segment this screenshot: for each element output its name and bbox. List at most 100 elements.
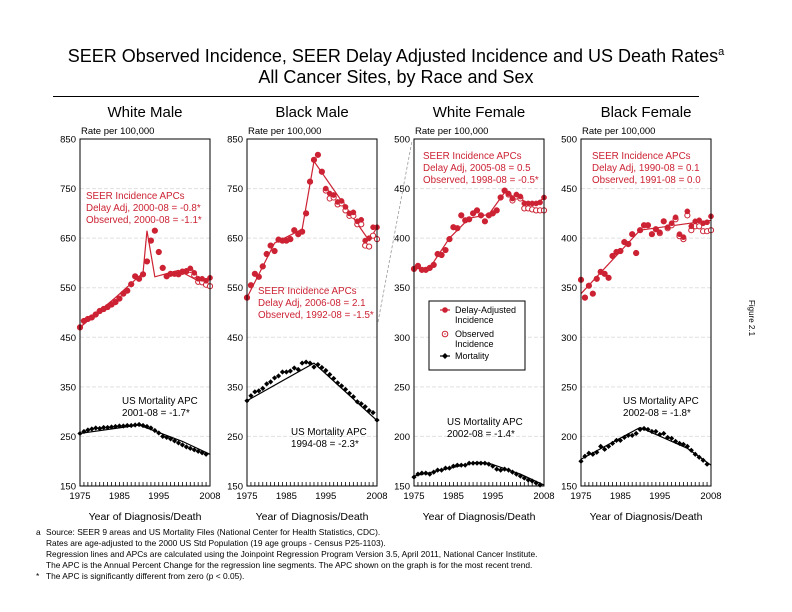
legend-label: Incidence <box>455 315 494 325</box>
delay-adjusted-point <box>582 294 588 301</box>
mortality-point <box>362 404 368 410</box>
mortality-point <box>586 450 592 456</box>
x-tick-label: 1995 <box>148 491 169 502</box>
mortality-point <box>525 477 531 483</box>
chart-panel-black-female: Black Female Rate per 100,000 150 200 250 300… <box>561 104 721 523</box>
mortality-point <box>657 431 663 438</box>
mortality-point <box>625 432 631 439</box>
delay-adjusted-point <box>342 204 349 210</box>
mortality-point <box>279 369 286 375</box>
mortality-point <box>494 466 500 472</box>
mortality-point <box>629 432 635 439</box>
delay-adjusted-point <box>120 290 127 297</box>
mortality-point <box>140 422 146 429</box>
delay-adjusted-point <box>338 198 345 204</box>
delay-adjusted-point <box>112 299 119 305</box>
mortality-point <box>462 462 468 468</box>
mortality-point <box>692 451 698 457</box>
incidence-apc-annotation: SEER Incidence APCs <box>258 286 357 297</box>
delay-adjusted-point <box>88 314 95 321</box>
delay-adjusted-point <box>322 185 329 192</box>
mortality-point <box>89 426 95 432</box>
footnote-mark <box>36 560 46 571</box>
mortality-point <box>415 471 421 477</box>
x-tick-label: 1975 <box>403 491 424 502</box>
mortality-point <box>116 423 122 429</box>
chart-title-line2: All Cancer Sites, by Race and Sex <box>258 67 534 87</box>
mortality-point <box>680 441 687 447</box>
delay-adjusted-point <box>493 207 500 214</box>
mortality-point <box>315 361 321 368</box>
x-tick-label: 1975 <box>69 491 90 502</box>
legend-label: Mortality <box>455 351 490 361</box>
axis-scale-connector <box>377 140 413 323</box>
mortality-point <box>517 473 523 479</box>
mortality-point <box>287 368 293 374</box>
delay-adjusted-point <box>430 262 437 268</box>
mortality-point <box>442 465 449 471</box>
mortality-point <box>346 390 353 396</box>
delay-adjusted-point <box>248 282 254 289</box>
delay-adjusted-point <box>625 241 632 247</box>
y-tick-label: 500 <box>394 135 410 146</box>
mortality-point <box>299 360 305 366</box>
y-tick-label: 500 <box>561 135 577 146</box>
plot-frame <box>79 138 211 487</box>
mortality-point <box>104 424 111 431</box>
incidence-apc-annotation: Observed, 1991-08 = 0.0 <box>592 175 701 186</box>
footnotes: a Source: SEER 9 areas and US Mortality F… <box>36 527 537 582</box>
delay-adjusted-point <box>660 218 667 225</box>
y-tick-label: 750 <box>227 184 243 195</box>
x-tick-label: 2008 <box>366 491 387 502</box>
delay-adjusted-point <box>358 216 365 223</box>
x-tick-label: 1985 <box>109 491 130 502</box>
delay-adjusted-point <box>649 231 655 238</box>
mortality-point <box>327 371 333 378</box>
y-tick-label: 850 <box>227 135 243 146</box>
delay-adjusted-point <box>509 195 516 202</box>
mortality-point <box>175 440 182 446</box>
incidence-apc-annotation: Delay Adj, 2000-08 = -0.8* <box>86 203 201 214</box>
mortality-point <box>319 364 325 371</box>
y-tick-label: 450 <box>394 184 410 195</box>
mortality-point <box>112 423 119 430</box>
mortality-point <box>478 460 484 466</box>
x-axis-label: Year of Diagnosis/Death <box>590 511 703 523</box>
x-tick-label: 1985 <box>443 491 464 502</box>
chart-title-line1: SEER Observed Incidence, SEER Delay Adju… <box>0 45 792 67</box>
mortality-apc-annotation: US Mortality APC <box>623 396 699 407</box>
mortality-apc-annotation: 2002-08 = -1.8* <box>623 408 691 419</box>
delay-adjusted-point <box>303 210 309 217</box>
mortality-point <box>454 462 460 468</box>
delay-adjusted-point <box>454 225 461 232</box>
y-axis-label: Rate per 100,000 <box>582 126 655 137</box>
mortality-point <box>700 457 706 463</box>
mortality-point <box>164 434 170 441</box>
footnote-row: * The APC is significantly different from… <box>36 571 537 582</box>
y-tick-label: 550 <box>60 283 76 294</box>
mortality-point <box>283 369 289 375</box>
mortality-point <box>85 427 91 433</box>
delay-adjusted-point <box>124 287 131 294</box>
mortality-apc-annotation: 1994-08 = -2.3* <box>291 439 359 450</box>
delay-adjusted-point <box>589 290 596 297</box>
legend-label: Delay-Adjusted <box>455 305 516 315</box>
delay-adjusted-point <box>350 209 357 216</box>
incidence-apc-annotation: Observed, 2000-08 = -1.1* <box>86 215 202 226</box>
x-tick-label: 2008 <box>533 491 554 502</box>
x-tick-label: 1985 <box>610 491 631 502</box>
mortality-point <box>195 448 201 454</box>
delay-adjusted-point <box>442 247 449 253</box>
delay-adjusted-point <box>187 265 194 272</box>
chart-panel-white-female: White Female Rate per 100,000 150 200 250 300… <box>394 104 554 523</box>
delay-adjusted-point <box>505 190 512 197</box>
mortality-point <box>688 447 694 453</box>
mortality-point <box>676 440 683 446</box>
mortality-point <box>684 443 690 449</box>
delay-adjusted-point <box>315 152 321 158</box>
mortality-point <box>490 463 496 469</box>
delay-adjusted-point <box>128 281 135 288</box>
x-tick-label: 1975 <box>570 491 591 502</box>
mortality-point <box>311 364 317 370</box>
